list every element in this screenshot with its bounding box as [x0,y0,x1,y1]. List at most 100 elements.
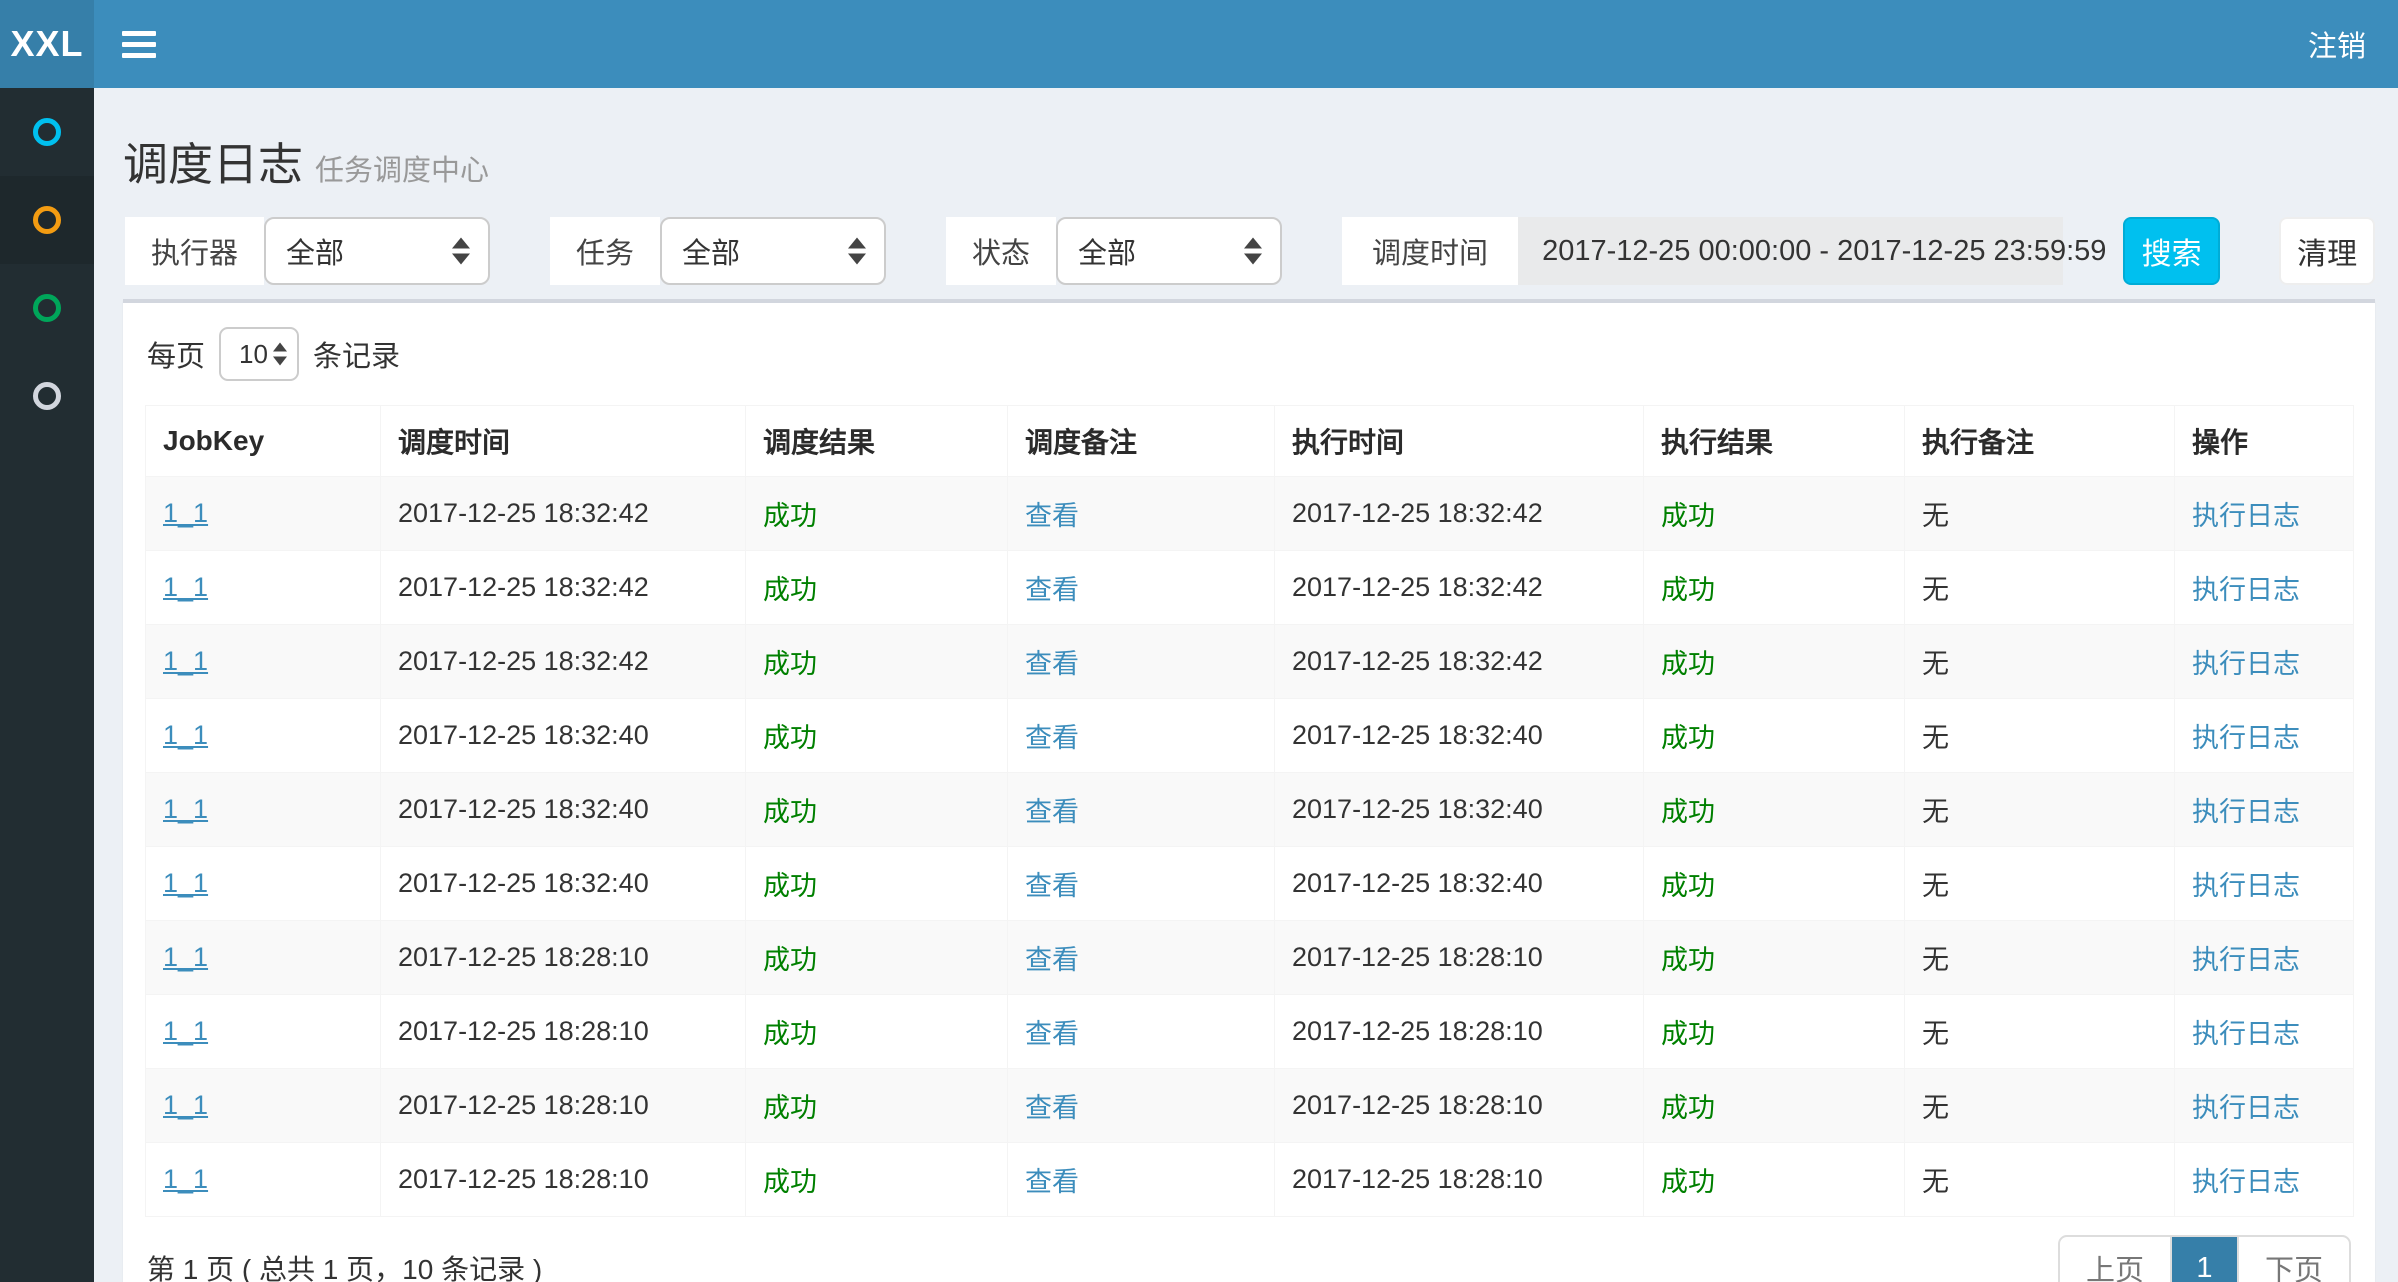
pagination-summary: 第 1 页 ( 总共 1 页，10 条记录 ) [147,1254,543,1282]
exec-log-link[interactable]: 执行日志 [2192,575,2300,605]
schedule-remark-link[interactable]: 查看 [1025,723,1079,753]
jobkey-link[interactable]: 1_1 [163,646,209,676]
exec-remark-cell-container: 无 [1904,698,2175,773]
job-filter-select[interactable]: 全部 [660,217,887,285]
jobkey-link[interactable]: 1_1 [163,868,209,898]
schedule-remark-link[interactable]: 查看 [1025,945,1079,975]
schedule-result-cell: 成功 [763,501,817,531]
sidebar-nav-item-2[interactable] [0,176,94,264]
executor-filter-group: 执行器 全部 [125,217,491,285]
pagination-prev-button[interactable]: 上页 [2085,1255,2144,1282]
table-row: 1_1 2017-12-25 18:32:42 成功 查看 2017-12-25 18:… [145,476,2354,551]
exec-log-link-container: 执行日志 [2174,772,2354,847]
exec-result-cell: 成功 [1661,1093,1715,1123]
schedule-remark-link[interactable]: 查看 [1025,575,1079,605]
schedule-result-cell-container: 成功 [745,846,1008,921]
exec-time-cell: 2017-12-25 18:28:10 [1292,1164,1543,1194]
page-size-select[interactable]: 10 [219,327,300,381]
exec-time-cell: 2017-12-25 18:28:10 [1292,1090,1543,1120]
jobkey-link-container: 1_1 [145,772,381,847]
exec-remark-cell: 无 [1922,1019,1949,1049]
sidebar-nav-item-1[interactable] [0,88,94,176]
jobkey-link[interactable]: 1_1 [163,498,209,528]
navbar: 注销 [94,0,2398,88]
jobkey-link[interactable]: 1_1 [163,1164,209,1194]
schedule-remark-link[interactable]: 查看 [1025,1167,1079,1197]
exec-log-link[interactable]: 执行日志 [2192,723,2300,753]
schedule-remark-link-container: 查看 [1007,846,1275,921]
exec-log-link[interactable]: 执行日志 [2192,945,2300,975]
sidebar-nav-item-4[interactable] [0,352,94,440]
clean-button[interactable]: 清理 [2279,217,2375,285]
exec-time-cell-container: 2017-12-25 18:32:42 [1274,550,1644,625]
schedule-result-cell: 成功 [763,723,817,753]
sidebar-nav-item-3[interactable] [0,264,94,352]
search-button[interactable]: 搜索 [2123,217,2221,285]
exec-remark-cell-container: 无 [1904,1142,2175,1217]
schedule-time-cell: 2017-12-25 18:28:10 [398,1016,649,1046]
jobkey-link[interactable]: 1_1 [163,1016,209,1046]
exec-log-link[interactable]: 执行日志 [2192,1167,2300,1197]
sidebar-nav [0,88,94,1282]
exec-log-link-container: 执行日志 [2174,698,2354,773]
schedule-remark-link[interactable]: 查看 [1025,501,1079,531]
schedule-remark-link-container: 查看 [1007,550,1275,625]
exec-log-link[interactable]: 执行日志 [2192,649,2300,679]
jobkey-link[interactable]: 1_1 [163,794,209,824]
column-header: 调度备注 [1007,405,1275,477]
schedule-result-cell: 成功 [763,649,817,679]
column-header: JobKey [145,405,381,477]
schedule-remark-link-container: 查看 [1007,772,1275,847]
schedule-time-range-input[interactable]: 2017-12-25 00:00:00 - 2017-12-25 23:59:5… [1518,217,2106,285]
schedule-time-cell-container: 2017-12-25 18:28:10 [380,994,746,1069]
executor-filter-select[interactable]: 全部 [264,217,491,285]
schedule-remark-link[interactable]: 查看 [1025,649,1079,679]
table-row: 1_1 2017-12-25 18:28:10 成功 查看 2017-12-25 18:… [145,994,2354,1069]
logout-link[interactable]: 注销 [2307,31,2366,63]
hamburger-icon [122,30,156,58]
exec-result-cell-container: 成功 [1643,550,1905,625]
exec-time-cell: 2017-12-25 18:28:10 [1292,1016,1543,1046]
exec-log-link[interactable]: 执行日志 [2192,501,2300,531]
exec-log-link[interactable]: 执行日志 [2192,797,2300,827]
jobkey-link-container: 1_1 [145,476,381,551]
exec-log-link[interactable]: 执行日志 [2192,1093,2300,1123]
jobkey-link[interactable]: 1_1 [163,942,209,972]
pagination-next-button[interactable]: 下页 [2236,1237,2349,1282]
schedule-time-cell-container: 2017-12-25 18:28:10 [380,1142,746,1217]
page-title: 调度日志 [123,139,304,190]
exec-remark-cell-container: 无 [1904,476,2175,551]
schedule-time-cell-container: 2017-12-25 18:28:10 [380,1068,746,1143]
schedule-remark-link[interactable]: 查看 [1025,1019,1079,1049]
exec-remark-cell-container: 无 [1904,624,2175,699]
jobkey-link[interactable]: 1_1 [163,572,209,602]
jobkey-link[interactable]: 1_1 [163,1090,209,1120]
table-row: 1_1 2017-12-25 18:28:10 成功 查看 2017-12-25 18:… [145,1142,2354,1217]
exec-remark-cell-container: 无 [1904,846,2175,921]
app-logo[interactable]: XXL [0,0,94,88]
schedule-remark-link[interactable]: 查看 [1025,797,1079,827]
jobkey-link-container: 1_1 [145,698,381,773]
exec-result-cell-container: 成功 [1643,994,1905,1069]
status-filter-select[interactable]: 全部 [1056,217,1283,285]
schedule-remark-link[interactable]: 查看 [1025,871,1079,901]
schedule-result-cell: 成功 [763,797,817,827]
table-row: 1_1 2017-12-25 18:28:10 成功 查看 2017-12-25 18:… [145,920,2354,995]
schedule-result-cell-container: 成功 [745,476,1008,551]
exec-result-cell-container: 成功 [1643,846,1905,921]
exec-time-cell-container: 2017-12-25 18:32:40 [1274,846,1644,921]
schedule-time-filter-label: 调度时间 [1342,217,1519,285]
jobkey-link[interactable]: 1_1 [163,720,209,750]
exec-log-link[interactable]: 执行日志 [2192,871,2300,901]
schedule-time-cell: 2017-12-25 18:32:40 [398,720,649,750]
schedule-remark-link-container: 查看 [1007,1068,1275,1143]
sidebar-toggle-button[interactable] [94,0,184,88]
exec-log-link[interactable]: 执行日志 [2192,1019,2300,1049]
schedule-result-cell-container: 成功 [745,550,1008,625]
schedule-result-cell: 成功 [763,945,817,975]
schedule-time-cell-container: 2017-12-25 18:32:42 [380,624,746,699]
table-footer: 第 1 页 ( 总共 1 页，10 条记录 ) 上页 1 下页 [145,1235,2353,1282]
exec-time-cell: 2017-12-25 18:32:40 [1292,868,1543,898]
schedule-remark-link[interactable]: 查看 [1025,1093,1079,1123]
pagination-current-page[interactable]: 1 [2169,1237,2237,1282]
